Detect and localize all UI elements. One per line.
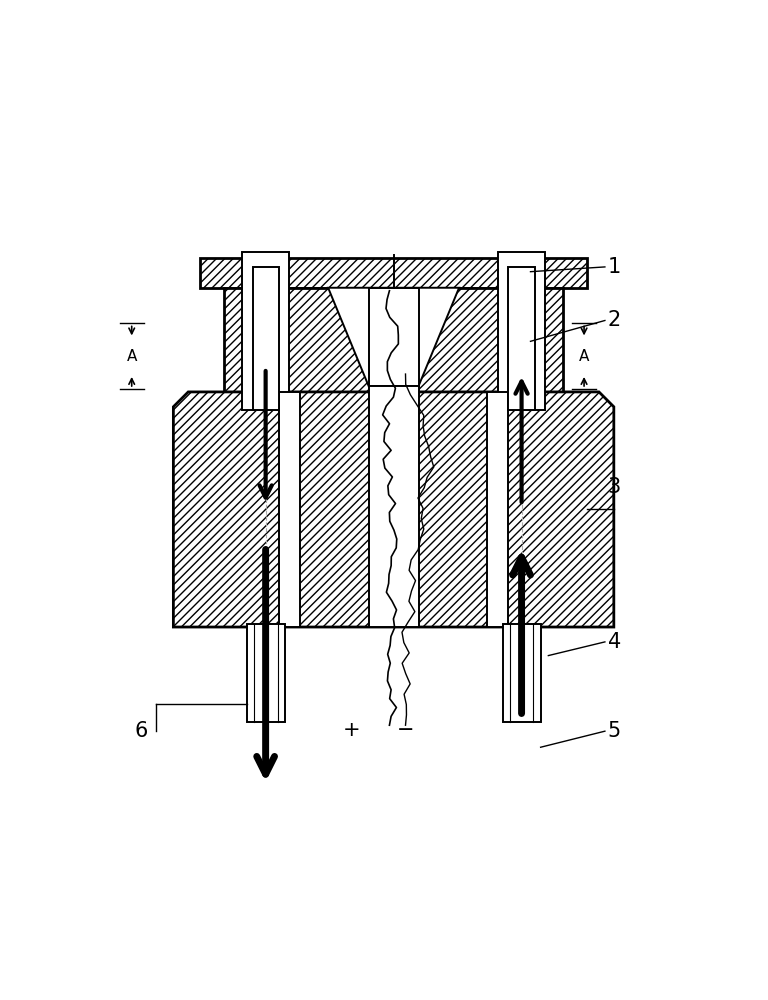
Text: 4: 4 [608,632,621,652]
Text: 3: 3 [608,477,621,497]
Bar [369,386,419,627]
Text: 1: 1 [608,257,621,277]
Bar [369,288,419,386]
Text: 2: 2 [608,310,621,330]
Polygon shape [328,288,459,386]
Text: A: A [579,349,589,364]
Bar [253,267,279,410]
Bar [247,624,285,722]
Bar [200,258,587,288]
Text: −: − [397,720,414,740]
Text: +: + [343,720,361,740]
Polygon shape [174,392,614,627]
Bar [487,392,508,627]
Bar [242,252,290,410]
Text: 6: 6 [134,721,148,741]
Bar [502,624,541,722]
Bar [498,252,545,410]
Bar [508,267,535,410]
Bar [224,288,563,392]
Bar [279,392,300,627]
Text: A: A [127,349,137,364]
Text: 5: 5 [608,721,621,741]
